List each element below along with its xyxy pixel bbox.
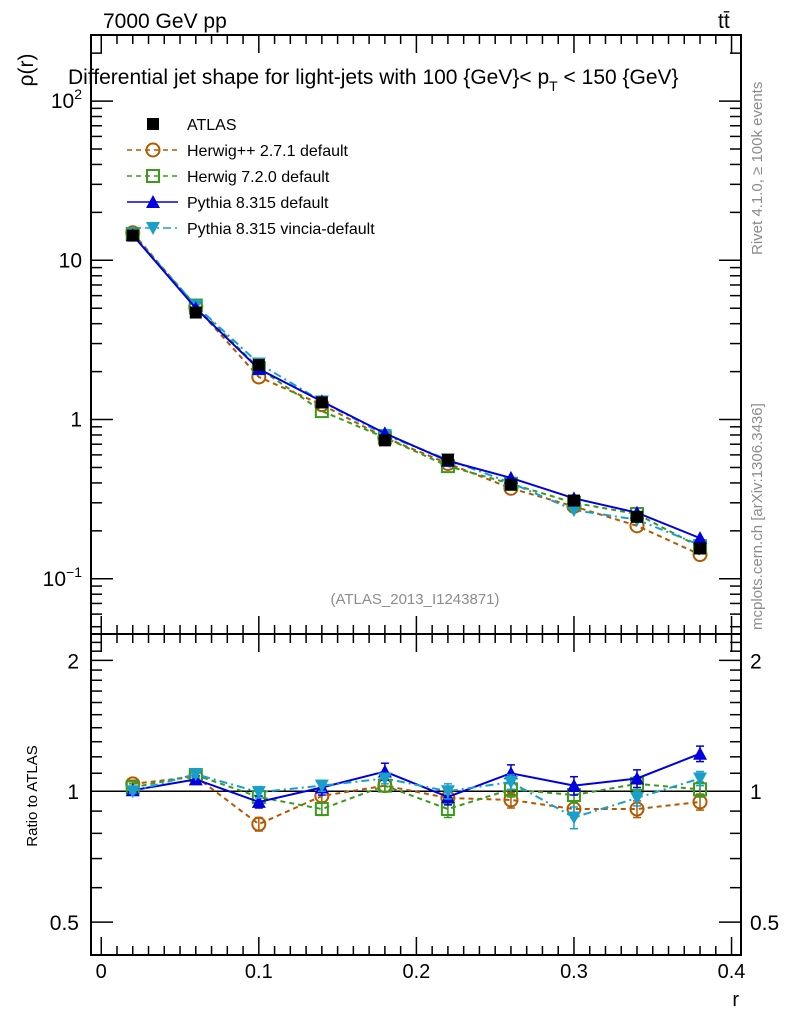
ratio-y-tick-label-right: 0.5 bbox=[750, 912, 779, 935]
ratio-point bbox=[503, 766, 518, 780]
ratio-point bbox=[440, 785, 455, 799]
ratio-point bbox=[251, 786, 266, 800]
main-y-axis-label: ρ(r) bbox=[15, 54, 38, 87]
x-tick-label: 0.3 bbox=[560, 961, 588, 983]
ratio-point bbox=[125, 785, 140, 799]
ratio-point bbox=[566, 811, 581, 825]
data-point bbox=[567, 494, 580, 507]
series-line-pythia-8-315-default bbox=[132, 234, 701, 540]
y-tick-label: 1 bbox=[70, 409, 82, 432]
ratio-point bbox=[314, 779, 329, 793]
ratio-point bbox=[693, 772, 708, 786]
y-tick-label: 10−1 bbox=[43, 564, 83, 591]
data-point bbox=[566, 504, 581, 518]
legend-marker bbox=[145, 142, 161, 158]
ratio-series bbox=[125, 745, 708, 832]
ratio-y-tick-label-right: 2 bbox=[750, 650, 762, 673]
analysis-watermark: (ATLAS_2013_I1243871) bbox=[330, 591, 499, 608]
ratio-point bbox=[503, 776, 518, 790]
ratio-point bbox=[314, 802, 329, 817]
x-tick-label: 0.1 bbox=[245, 961, 273, 983]
ratio-y-tick-label-right: 1 bbox=[750, 781, 762, 804]
data-point bbox=[189, 306, 202, 319]
legend-label: ATLAS bbox=[187, 117, 237, 134]
series-line-herwig-7-2-0-default bbox=[132, 233, 701, 549]
ratio-line-herwig-7-2-0-default bbox=[132, 773, 701, 811]
x-tick-label: 0.2 bbox=[402, 961, 430, 983]
ratio-y-tick-label: 2 bbox=[67, 650, 79, 673]
series-line-herwig-2-7-1-default bbox=[131, 232, 701, 556]
data-point bbox=[631, 510, 643, 523]
ratio-line-pythia-8-315-default bbox=[132, 752, 701, 803]
legend-marker bbox=[146, 169, 160, 183]
process-label: tt̄ bbox=[718, 10, 730, 33]
legend-label: Pythia 8.315 default bbox=[187, 195, 329, 212]
ratio-point bbox=[251, 794, 266, 808]
ratio-y-axis-label: Ratio to ATLAS bbox=[24, 745, 41, 846]
series-line-pythia-8-315-vincia-default bbox=[132, 234, 701, 546]
ratio-point bbox=[377, 772, 392, 786]
legend-label: Herwig++ 2.7.1 default bbox=[187, 143, 349, 160]
legend-label: Herwig 7.2.0 default bbox=[187, 169, 330, 186]
x-tick-label: 0 bbox=[96, 961, 107, 983]
legend-marker bbox=[146, 195, 160, 208]
ratio-point bbox=[693, 746, 708, 760]
ratio-point bbox=[251, 816, 267, 832]
data-point bbox=[504, 478, 517, 491]
ratio-point bbox=[188, 768, 203, 782]
main-axes: 102 10 1 10−1 bbox=[43, 35, 741, 634]
legend-label: Pythia 8.315 vincia-default bbox=[187, 221, 375, 238]
ratio-point bbox=[630, 791, 644, 805]
ratio-frame bbox=[90, 633, 742, 956]
ratio-y-tick-label: 0.5 bbox=[50, 912, 79, 935]
ratio-line-pythia-8-315-vincia-default bbox=[132, 773, 701, 819]
data-point bbox=[126, 229, 139, 242]
data-point bbox=[378, 434, 391, 447]
ratio-axes: 2 2 1 1 0.5 0.5 0 0.1 0.2 0.3 0.4 bbox=[50, 634, 779, 983]
x-axis-label: r bbox=[732, 989, 739, 1011]
y-tick-label: 10 bbox=[59, 249, 82, 272]
ratio-y-tick-label: 1 bbox=[67, 781, 79, 804]
data-point bbox=[693, 531, 708, 545]
legend-marker bbox=[147, 118, 159, 130]
legend-marker bbox=[146, 222, 160, 235]
ratio-point bbox=[566, 778, 581, 792]
energy-label: 7000 GeV pp bbox=[103, 10, 227, 33]
rivet-label: Rivet 4.1.0, ≥ 100k events bbox=[749, 82, 766, 255]
data-point bbox=[252, 359, 265, 372]
x-tick-label: 0.4 bbox=[718, 961, 746, 983]
y-tick-label: 102 bbox=[51, 86, 82, 113]
mcplots-label: mcplots.cern.ch [arXiv:1306.3436] bbox=[749, 403, 766, 630]
chart-title: Differential jet shape for light-jets wi… bbox=[68, 66, 679, 94]
data-point bbox=[315, 396, 328, 409]
ratio-point bbox=[630, 771, 644, 785]
data-point bbox=[694, 542, 707, 555]
ratio-line-herwig-2-7-1-default bbox=[132, 775, 701, 826]
data-point bbox=[441, 453, 454, 466]
main-series bbox=[125, 225, 708, 563]
legend: ATLAS Herwig++ 2.7.1 default Herwig 7.2.0 … bbox=[127, 117, 375, 238]
